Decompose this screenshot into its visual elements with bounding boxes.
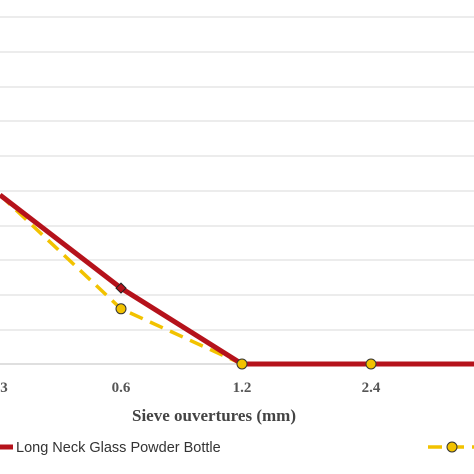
x-axis-title: Sieve ouvertures (mm) (132, 406, 296, 425)
legend-marker-circle (446, 441, 458, 453)
data-point-marker (365, 358, 377, 370)
legend: Long Neck Glass Powder Bottle (0, 440, 474, 456)
gridlines (0, 16, 474, 331)
legend-label: Long Neck Glass Powder Bottle (16, 440, 221, 456)
series-line (0, 193, 474, 366)
data-point-marker (115, 282, 127, 294)
x-tick-labels: 3 0.6 1.2 2.4 (0, 380, 381, 396)
data-point-marker (236, 358, 248, 370)
x-tick-label: 3 (0, 380, 8, 396)
x-tick-label: 0.6 (112, 380, 131, 396)
series-layer (0, 192, 474, 370)
x-tick-label: 1.2 (233, 380, 252, 396)
x-tick-label: 2.4 (362, 380, 381, 396)
data-point-marker (115, 303, 127, 315)
series-line (0, 192, 474, 367)
